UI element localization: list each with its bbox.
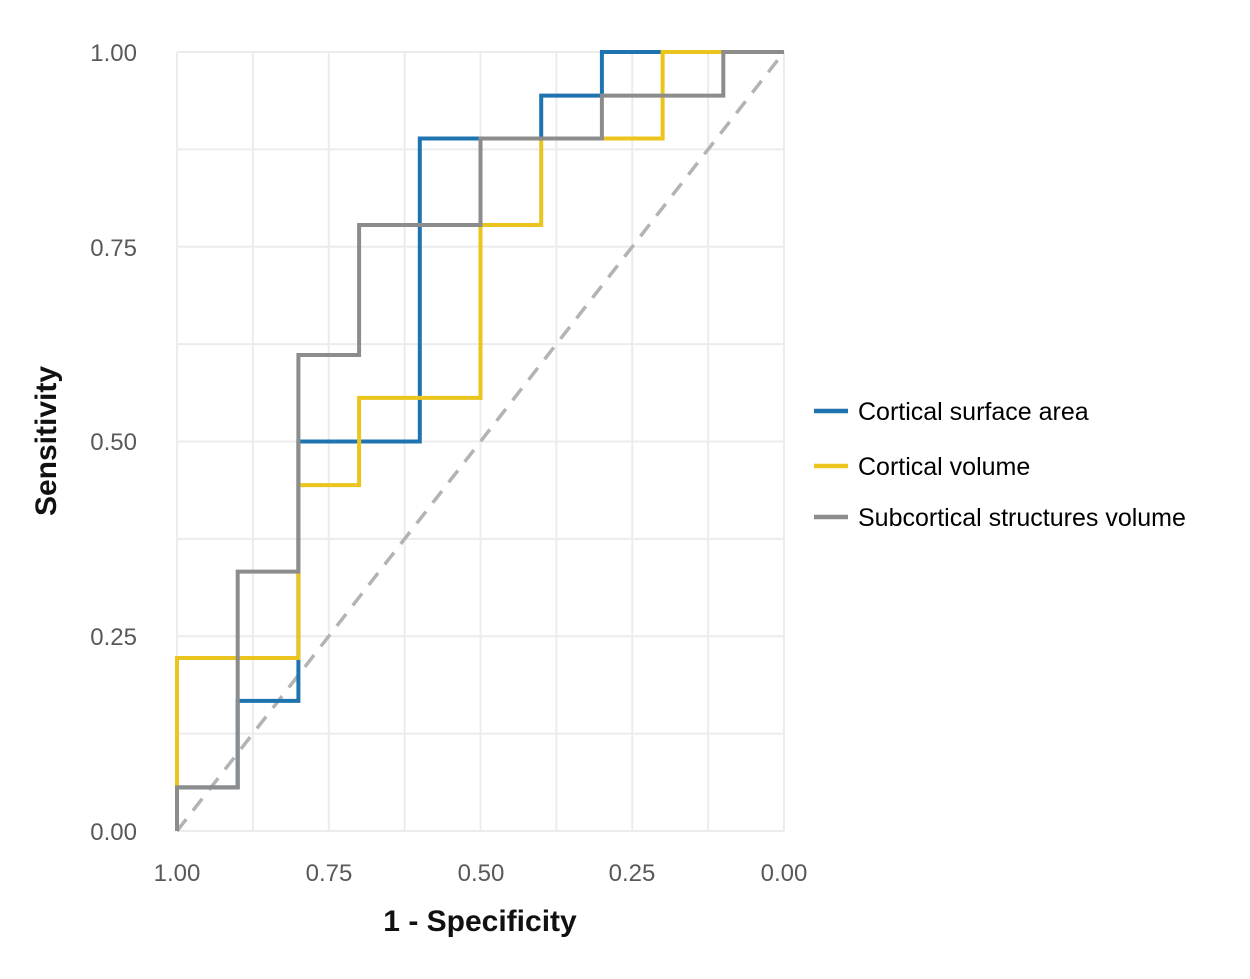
x-tick-0.50: 0.50 [458, 860, 505, 887]
legend-item-subcortical-structures-volume: Subcortical structures volume [814, 504, 1186, 532]
y-tick-1.00: 1.00 [90, 40, 137, 67]
roc-curve-cortical-volume [175, 50, 784, 831]
legend-label-cortical-volume: Cortical volume [858, 453, 1030, 481]
x-axis-title: 1 - Specificity [383, 905, 577, 938]
y-tick-0.25: 0.25 [90, 624, 137, 651]
roc-curve-subcortical-structures-volume [175, 50, 784, 831]
x-tick-0.75: 0.75 [306, 860, 353, 887]
legend-item-cortical-surface-area: Cortical surface area [814, 398, 1089, 426]
legend-item-cortical-volume: Cortical volume [814, 453, 1030, 481]
y-axis-title: Sensitivity [30, 366, 63, 516]
y-tick-0.50: 0.50 [90, 429, 137, 456]
legend: Cortical surface area Cortical volume Su… [814, 398, 1186, 532]
legend-label-subcortical-structures-volume: Subcortical structures volume [858, 504, 1186, 532]
y-axis-tick-labels: 0.00 0.25 0.50 0.75 1.00 [90, 40, 137, 846]
legend-label-cortical-surface-area: Cortical surface area [858, 398, 1089, 426]
x-axis-tick-labels: 1.00 0.75 0.50 0.25 0.00 [154, 860, 808, 887]
x-tick-0.25: 0.25 [609, 860, 656, 887]
x-tick-1.00: 1.00 [154, 860, 201, 887]
y-tick-0.00: 0.00 [90, 819, 137, 846]
y-tick-0.75: 0.75 [90, 235, 137, 262]
x-tick-0.00: 0.00 [761, 860, 808, 887]
